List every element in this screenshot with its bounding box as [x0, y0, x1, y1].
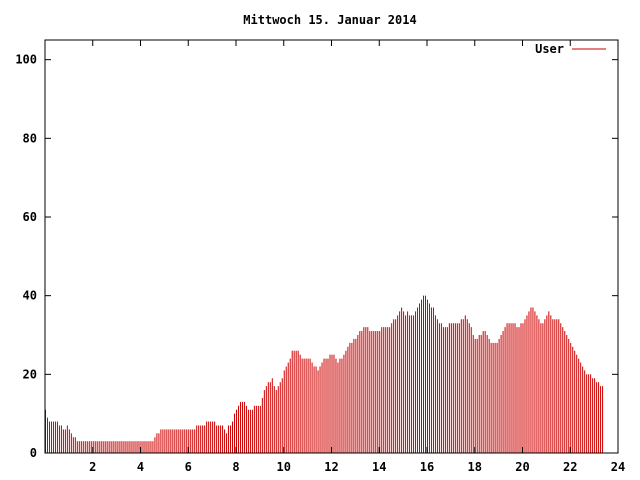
x-tick-label: 4 — [137, 460, 144, 474]
x-tick-label: 14 — [372, 460, 386, 474]
x-tick-label: 6 — [185, 460, 192, 474]
x-tick-label: 10 — [277, 460, 291, 474]
y-tick-label: 80 — [23, 131, 37, 145]
y-axis-ticks: 0 20 40 60 80 100 — [15, 53, 618, 460]
x-tick-label: 12 — [324, 460, 338, 474]
x-tick-label: 22 — [563, 460, 577, 474]
bar-series-user — [45, 295, 604, 453]
y-tick-label: 0 — [30, 446, 37, 460]
chart-title: Mittwoch 15. Januar 2014 — [243, 13, 416, 27]
y-tick-label: 100 — [15, 53, 37, 67]
x-tick-label: 8 — [232, 460, 239, 474]
x-axis-ticks: 2 4 6 8 10 12 14 16 18 20 22 24 — [89, 40, 625, 474]
legend-label-user: User — [535, 42, 564, 56]
y-tick-label: 20 — [23, 367, 37, 381]
x-tick-label: 2 — [89, 460, 96, 474]
legend: User — [535, 42, 606, 56]
y-tick-label: 40 — [23, 289, 37, 303]
x-tick-label: 24 — [611, 460, 625, 474]
y-tick-label: 60 — [23, 210, 37, 224]
x-tick-label: 20 — [515, 460, 529, 474]
x-tick-label: 16 — [420, 460, 434, 474]
x-tick-label: 18 — [468, 460, 482, 474]
